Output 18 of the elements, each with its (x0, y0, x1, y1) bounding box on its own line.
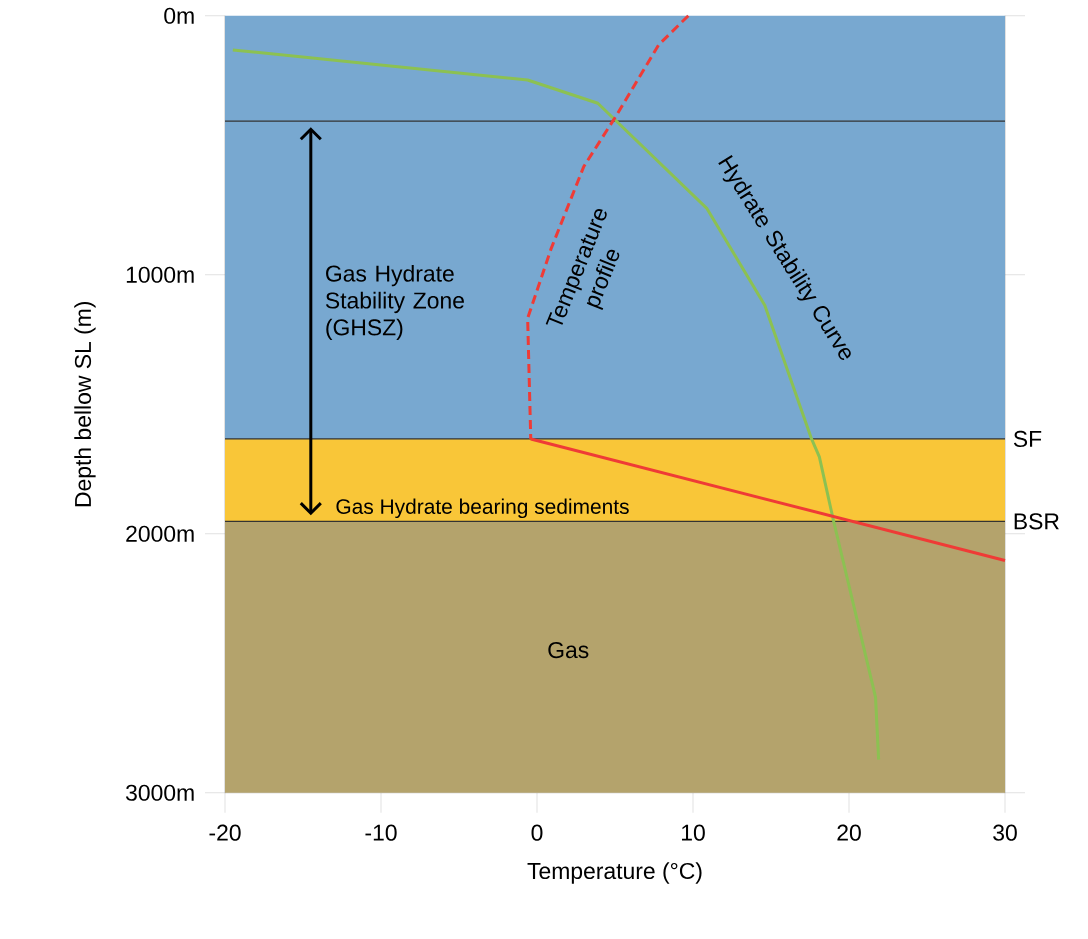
x-tick-label: 10 (682, 824, 705, 841)
y-tick-label: 0m (164, 7, 194, 24)
x-tick-label: -10 (365, 824, 397, 841)
y-tick-label: 3000m (125, 784, 194, 801)
x-tick-label: 0 (531, 824, 543, 841)
y-tick-label: 1000m (126, 266, 194, 283)
ref-line-label: SF (1013, 430, 1042, 448)
line-series (231, 48, 881, 762)
band-label: Gas (548, 642, 589, 659)
y-axis-title: Depth bellow SL (m) (74, 302, 96, 507)
x-axis-title: Temperature (°C) (527, 862, 702, 884)
x-tick-label: 30 (993, 824, 1017, 841)
y-tick-label: 2000m (126, 525, 194, 542)
x-tick-label: 20 (837, 824, 861, 841)
x-tick-label: -20 (209, 824, 241, 841)
ref-line-label: BSR (1014, 513, 1059, 530)
annotation: Gas Hydrate Stability Zone (GHSZ) (325, 265, 464, 341)
band-label: Gas Hydrate bearing sediments (336, 498, 629, 519)
